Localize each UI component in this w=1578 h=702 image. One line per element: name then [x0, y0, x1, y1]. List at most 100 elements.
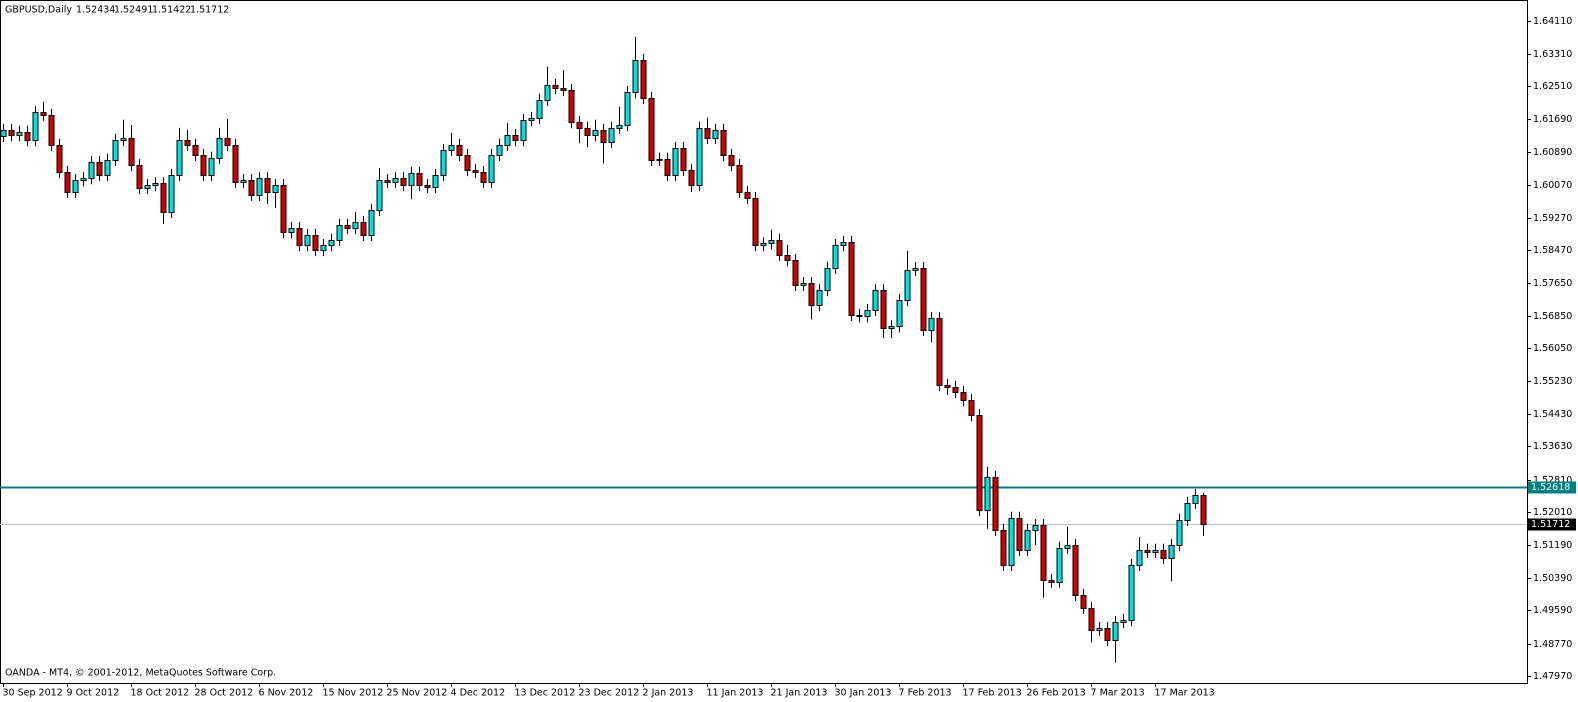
- candle-body: [496, 145, 503, 156]
- candle-body: [384, 180, 391, 183]
- candle-body: [736, 165, 743, 193]
- candle-body: [1112, 622, 1119, 641]
- candle-body: [1088, 608, 1095, 631]
- candle-body: [512, 135, 519, 141]
- candle-body: [576, 122, 583, 129]
- candle-body: [880, 290, 887, 329]
- candle-body: [904, 270, 911, 301]
- y-tick-label: 1.49590: [1533, 605, 1572, 616]
- candle-body: [1000, 530, 1007, 566]
- candle-body: [1056, 548, 1063, 583]
- candle-body: [376, 180, 383, 211]
- candle-body: [304, 235, 311, 246]
- candle-body: [24, 132, 31, 141]
- candle-body: [464, 155, 471, 171]
- candle-body: [1192, 495, 1199, 504]
- bid-label: 1.51712: [1531, 519, 1570, 530]
- x-tick-label: 21 Jan 2013: [771, 688, 828, 699]
- candle-body: [912, 268, 919, 271]
- candle-body: [400, 178, 407, 186]
- candle-body: [944, 385, 951, 388]
- candle-body: [968, 400, 975, 416]
- candle-body: [48, 115, 55, 146]
- candle-body: [1184, 503, 1191, 521]
- candle-body: [352, 222, 359, 229]
- candle-body: [248, 180, 255, 196]
- candle-body: [1096, 628, 1103, 631]
- watermark: OANDA - MT4, © 2001-2012, MetaQuotes Sof…: [5, 668, 276, 679]
- candle-body: [264, 178, 271, 193]
- candle-body: [680, 148, 687, 171]
- candle-body: [96, 162, 103, 176]
- x-tick-label: 28 Oct 2012: [195, 688, 254, 699]
- candle-body: [0, 130, 7, 137]
- x-tick-label: 11 Jan 2013: [707, 688, 764, 699]
- level-label: 1.52618: [1531, 482, 1570, 493]
- candle-body: [776, 240, 783, 256]
- chart-title: GBPUSD,Daily: [5, 5, 72, 16]
- candle-body: [552, 85, 559, 89]
- candle-body: [168, 175, 175, 213]
- candle-body: [440, 150, 447, 176]
- y-tick-label: 1.64110: [1533, 16, 1572, 27]
- candle-body: [208, 158, 215, 176]
- candle-body: [256, 178, 263, 196]
- y-tick-label: 1.55230: [1533, 376, 1572, 387]
- candle-body: [632, 60, 639, 93]
- candle-body: [568, 90, 575, 123]
- candle-body: [456, 145, 463, 156]
- x-tick-label: 30 Jan 2013: [835, 688, 892, 699]
- candle-body: [432, 175, 439, 188]
- header-open: 1.52434: [76, 5, 115, 16]
- candle-body: [32, 112, 39, 141]
- candle-body: [448, 145, 455, 151]
- candle-body: [184, 140, 191, 146]
- y-tick-label: 1.52010: [1533, 507, 1572, 518]
- candle-body: [528, 118, 535, 121]
- candle-body: [624, 92, 631, 126]
- candle-body: [416, 173, 423, 186]
- x-tick-label: 25 Nov 2012: [387, 688, 448, 699]
- candle-body: [1072, 545, 1079, 596]
- candle-body: [80, 178, 87, 181]
- candle-body: [672, 148, 679, 176]
- candle-body: [784, 255, 791, 261]
- candle-body: [1136, 550, 1143, 566]
- candle-body: [616, 125, 623, 129]
- y-tick-label: 1.56850: [1533, 311, 1572, 322]
- candle-body: [872, 290, 879, 311]
- x-tick-label: 7 Feb 2013: [899, 688, 952, 699]
- candle-body: [712, 130, 719, 139]
- candle-body: [224, 138, 231, 146]
- candle-body: [128, 138, 135, 166]
- candle-body: [200, 155, 207, 176]
- candle-body: [520, 120, 527, 141]
- candle-body: [608, 128, 615, 143]
- y-tick-label: 1.56050: [1533, 343, 1572, 354]
- candle-body: [232, 145, 239, 183]
- candle-body: [888, 326, 895, 329]
- candle-body: [104, 160, 111, 176]
- y-tick-label: 1.50390: [1533, 573, 1572, 584]
- candle-body: [752, 198, 759, 246]
- candle-body: [1032, 525, 1039, 531]
- y-tick-label: 1.60070: [1533, 180, 1572, 191]
- candle-body: [960, 392, 967, 401]
- candle-body: [504, 135, 511, 146]
- candle-body: [152, 183, 159, 186]
- x-tick-label: 18 Oct 2012: [131, 688, 190, 699]
- x-tick-label: 7 Mar 2013: [1091, 688, 1145, 699]
- y-tick-label: 1.59270: [1533, 213, 1572, 224]
- candle-body: [976, 415, 983, 511]
- candle-body: [840, 242, 847, 246]
- candle-body: [40, 112, 47, 116]
- x-tick-label: 15 Nov 2012: [323, 688, 384, 699]
- candle-body: [640, 60, 647, 99]
- candle-body: [392, 178, 399, 183]
- y-tick-label: 1.57650: [1533, 278, 1572, 289]
- candle-body: [992, 477, 999, 531]
- candle-body: [472, 170, 479, 173]
- candle-body: [288, 228, 295, 233]
- header-high: 1.52491: [114, 5, 153, 16]
